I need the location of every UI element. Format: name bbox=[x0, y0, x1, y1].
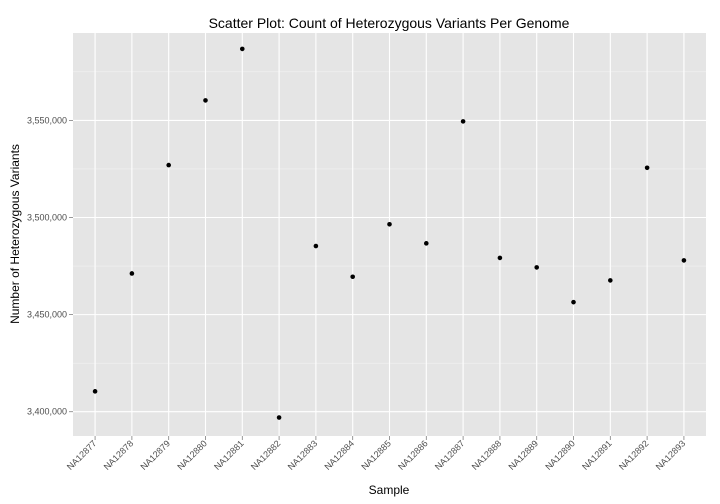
data-point-NA12885 bbox=[387, 222, 392, 227]
x-tick-label: NA12882 bbox=[249, 438, 283, 472]
x-tick-label: NA12886 bbox=[396, 438, 430, 472]
major-gridlines bbox=[73, 33, 706, 436]
x-tick-label: NA12888 bbox=[470, 438, 504, 472]
x-tick-label: NA12885 bbox=[359, 438, 393, 472]
x-tick-label: NA12890 bbox=[543, 438, 577, 472]
data-point-NA12893 bbox=[681, 258, 687, 263]
data-points bbox=[92, 46, 687, 420]
y-tick-label: 3,500,000 bbox=[27, 213, 67, 223]
data-point-NA12891 bbox=[608, 278, 613, 283]
y-tick-label: 3,400,000 bbox=[27, 407, 67, 417]
x-tick-label: NA12884 bbox=[323, 438, 357, 472]
chart-title: Scatter Plot: Count of Heterozygous Vari… bbox=[209, 15, 570, 31]
x-tick-label: NA12880 bbox=[175, 438, 209, 472]
data-point-NA12892 bbox=[644, 165, 650, 171]
y-axis-title: Number of Heterozygous Variants bbox=[8, 144, 22, 324]
x-tick-label: NA12881 bbox=[212, 438, 246, 472]
x-tick-label: NA12879 bbox=[138, 438, 172, 472]
y-axis-ticks: 3,400,000 3,450,000 3,500,000 3,550,000 bbox=[27, 115, 73, 417]
y-tick-label: 3,550,000 bbox=[27, 115, 67, 125]
x-tick-label: NA12892 bbox=[617, 438, 651, 472]
y-tick-label: 3,450,000 bbox=[27, 310, 67, 320]
x-axis-ticks: NA12877 NA12878 NA12879 NA12880 NA12881 NA128… bbox=[65, 436, 687, 472]
data-point-NA12879 bbox=[166, 162, 171, 168]
x-tick-label: NA12878 bbox=[102, 438, 136, 472]
data-point-NA12877 bbox=[92, 389, 98, 394]
data-point-NA12890 bbox=[571, 299, 576, 305]
x-tick-label: NA12889 bbox=[507, 438, 541, 472]
data-point-NA12881 bbox=[239, 46, 245, 52]
data-point-NA12886 bbox=[424, 241, 429, 246]
data-point-NA12888 bbox=[497, 255, 503, 261]
x-tick-label: NA12883 bbox=[286, 438, 320, 472]
x-tick-label: NA12891 bbox=[580, 438, 614, 472]
data-point-NA12878 bbox=[129, 271, 135, 276]
data-point-NA12887 bbox=[460, 119, 466, 124]
data-point-NA12880 bbox=[203, 98, 208, 103]
data-point-NA12884 bbox=[350, 274, 355, 280]
x-tick-label: NA12893 bbox=[654, 438, 688, 472]
x-axis-title: Sample bbox=[369, 483, 410, 497]
data-point-NA12889 bbox=[534, 265, 540, 270]
x-tick-label: NA12877 bbox=[65, 438, 99, 472]
data-point-NA12883 bbox=[313, 243, 319, 249]
data-point-NA12882 bbox=[276, 415, 282, 420]
x-tick-label: NA12887 bbox=[433, 438, 467, 472]
